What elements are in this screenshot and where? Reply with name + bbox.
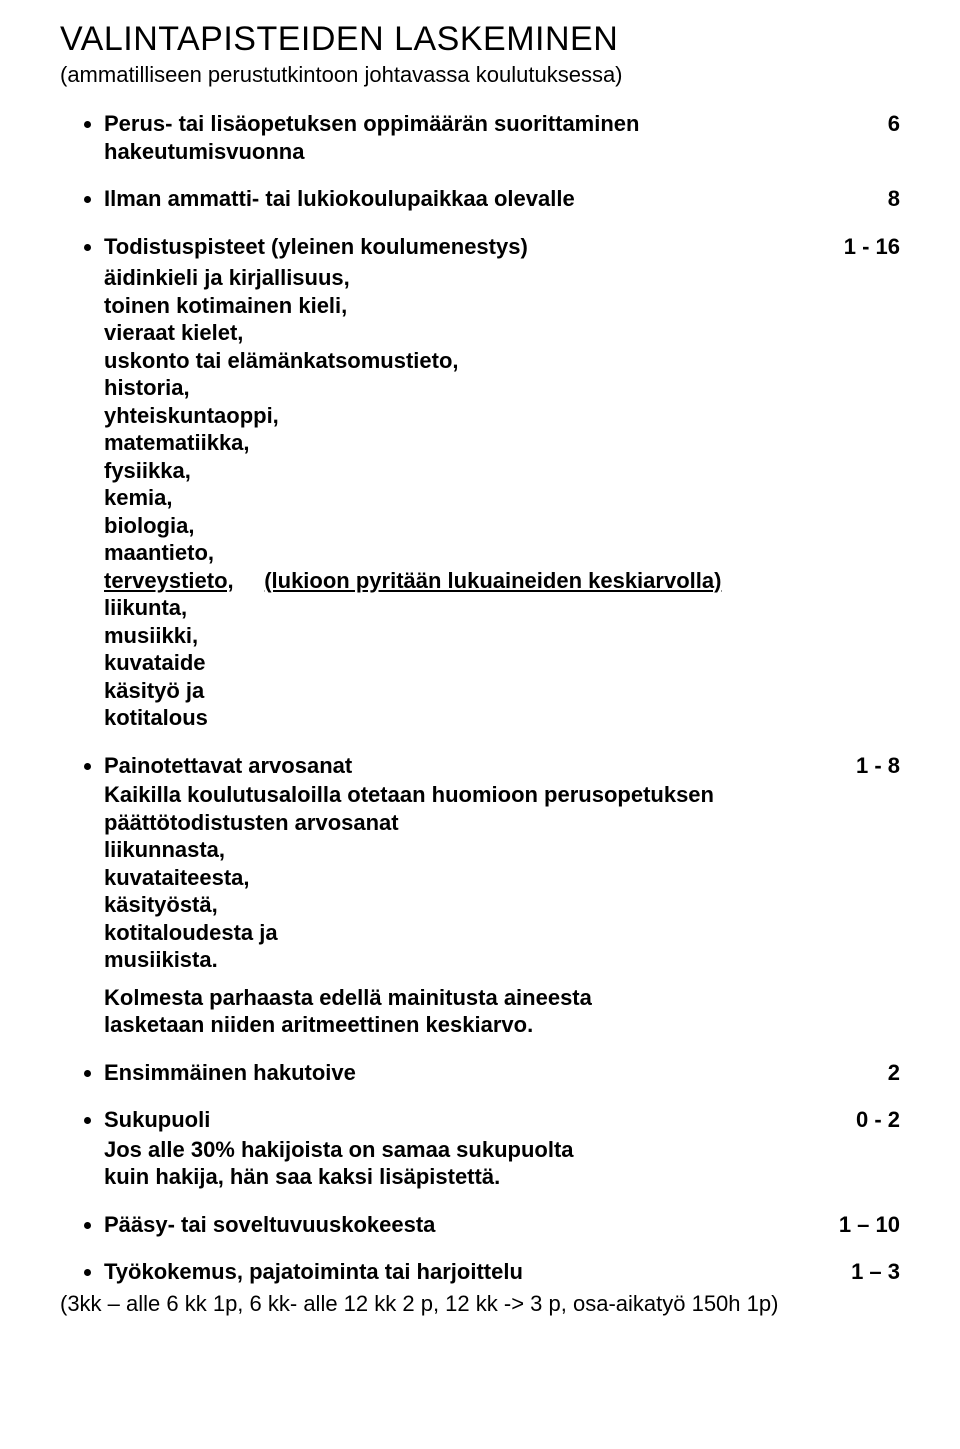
note-line: Jos alle 30% hakijoista on samaa sukupuo… — [104, 1136, 900, 1164]
criteria-body: Kaikilla koulutusaloilla otetaan huomioo… — [104, 781, 900, 1039]
subject: maantieto, — [104, 539, 900, 567]
criteria-note: Jos alle 30% hakijoista on samaa sukupuo… — [104, 1136, 900, 1191]
body-line: Kolmesta parhaasta edellä mainitusta ain… — [104, 984, 900, 1012]
body-line: musiikista. — [104, 946, 900, 974]
document-page: VALINTAPISTEIDEN LASKEMINEN (ammatillise… — [0, 0, 960, 1449]
subject-underlined: terveystieto, — [104, 568, 234, 593]
subject: kemia, — [104, 484, 900, 512]
criteria-list: Perus- tai lisäopetuksen oppimäärän suor… — [60, 110, 900, 1286]
criteria-label: Työkokemus, pajatoiminta tai harjoittelu — [104, 1258, 523, 1286]
body-line: kotitaloudesta ja — [104, 919, 900, 947]
criteria-item: Ilman ammatti- tai lukiokoulupaikkaa ole… — [104, 185, 900, 213]
subject: kuvataide — [104, 649, 900, 677]
criteria-value: 1 – 10 — [819, 1211, 900, 1239]
criteria-label: Ensimmäinen hakutoive — [104, 1059, 356, 1087]
subject: kotitalous — [104, 704, 900, 732]
criteria-label: Todistuspisteet (yleinen koulumenestys) — [104, 233, 528, 261]
criteria-value: 1 - 16 — [824, 233, 900, 261]
subject-underlined-row: terveystieto, (lukioon pyritään lukuaine… — [104, 567, 900, 595]
criteria-item: Todistuspisteet (yleinen koulumenestys) … — [104, 233, 900, 732]
criteria-value: 2 — [868, 1059, 900, 1087]
criteria-item: Painotettavat arvosanat 1 - 8 Kaikilla k… — [104, 752, 900, 1039]
subject: matematiikka, — [104, 429, 900, 457]
criteria-value: 8 — [868, 185, 900, 213]
criteria-item: Pääsy- tai soveltuvuuskokeesta 1 – 10 — [104, 1211, 900, 1239]
criteria-label: Pääsy- tai soveltuvuuskokeesta — [104, 1211, 435, 1239]
subject: toinen kotimainen kieli, — [104, 292, 900, 320]
subject: yhteiskuntaoppi, — [104, 402, 900, 430]
criteria-label: Ilman ammatti- tai lukiokoulupaikkaa ole… — [104, 185, 575, 213]
subject-note: (lukioon pyritään lukuaineiden keskiarvo… — [264, 568, 721, 593]
body-line: Kaikilla koulutusaloilla otetaan huomioo… — [104, 781, 900, 836]
criteria-value: 1 – 3 — [831, 1258, 900, 1286]
note-line: kuin hakija, hän saa kaksi lisäpistettä. — [104, 1163, 900, 1191]
subject-list: äidinkieli ja kirjallisuus, toinen kotim… — [104, 264, 900, 732]
page-subtitle: (ammatilliseen perustutkintoon johtavass… — [60, 61, 900, 89]
criteria-item: Perus- tai lisäopetuksen oppimäärän suor… — [104, 110, 900, 165]
body-line: lasketaan niiden aritmeettinen keskiarvo… — [104, 1011, 900, 1039]
criteria-label: Perus- tai lisäopetuksen oppimäärän suor… — [104, 110, 804, 165]
page-title: VALINTAPISTEIDEN LASKEMINEN — [60, 18, 900, 61]
footnote: (3kk – alle 6 kk 1p, 6 kk- alle 12 kk 2 … — [60, 1290, 900, 1318]
body-line: kuvataiteesta, — [104, 864, 900, 892]
subject: biologia, — [104, 512, 900, 540]
criteria-item: Sukupuoli 0 - 2 Jos alle 30% hakijoista … — [104, 1106, 900, 1191]
body-line: käsityöstä, — [104, 891, 900, 919]
criteria-value: 6 — [868, 110, 900, 138]
criteria-item: Ensimmäinen hakutoive 2 — [104, 1059, 900, 1087]
subject: käsityö ja — [104, 677, 900, 705]
criteria-label: Painotettavat arvosanat — [104, 752, 352, 780]
subject: fysiikka, — [104, 457, 900, 485]
subject: historia, — [104, 374, 900, 402]
subject: uskonto tai elämänkatsomustieto, — [104, 347, 900, 375]
subject: liikunta, — [104, 594, 900, 622]
subject: musiikki, — [104, 622, 900, 650]
subject: äidinkieli ja kirjallisuus, — [104, 264, 900, 292]
criteria-value: 0 - 2 — [836, 1106, 900, 1134]
criteria-label: Sukupuoli — [104, 1106, 210, 1134]
subject: vieraat kielet, — [104, 319, 900, 347]
criteria-value: 1 - 8 — [836, 752, 900, 780]
criteria-item: Työkokemus, pajatoiminta tai harjoittelu… — [104, 1258, 900, 1286]
body-line: liikunnasta, — [104, 836, 900, 864]
